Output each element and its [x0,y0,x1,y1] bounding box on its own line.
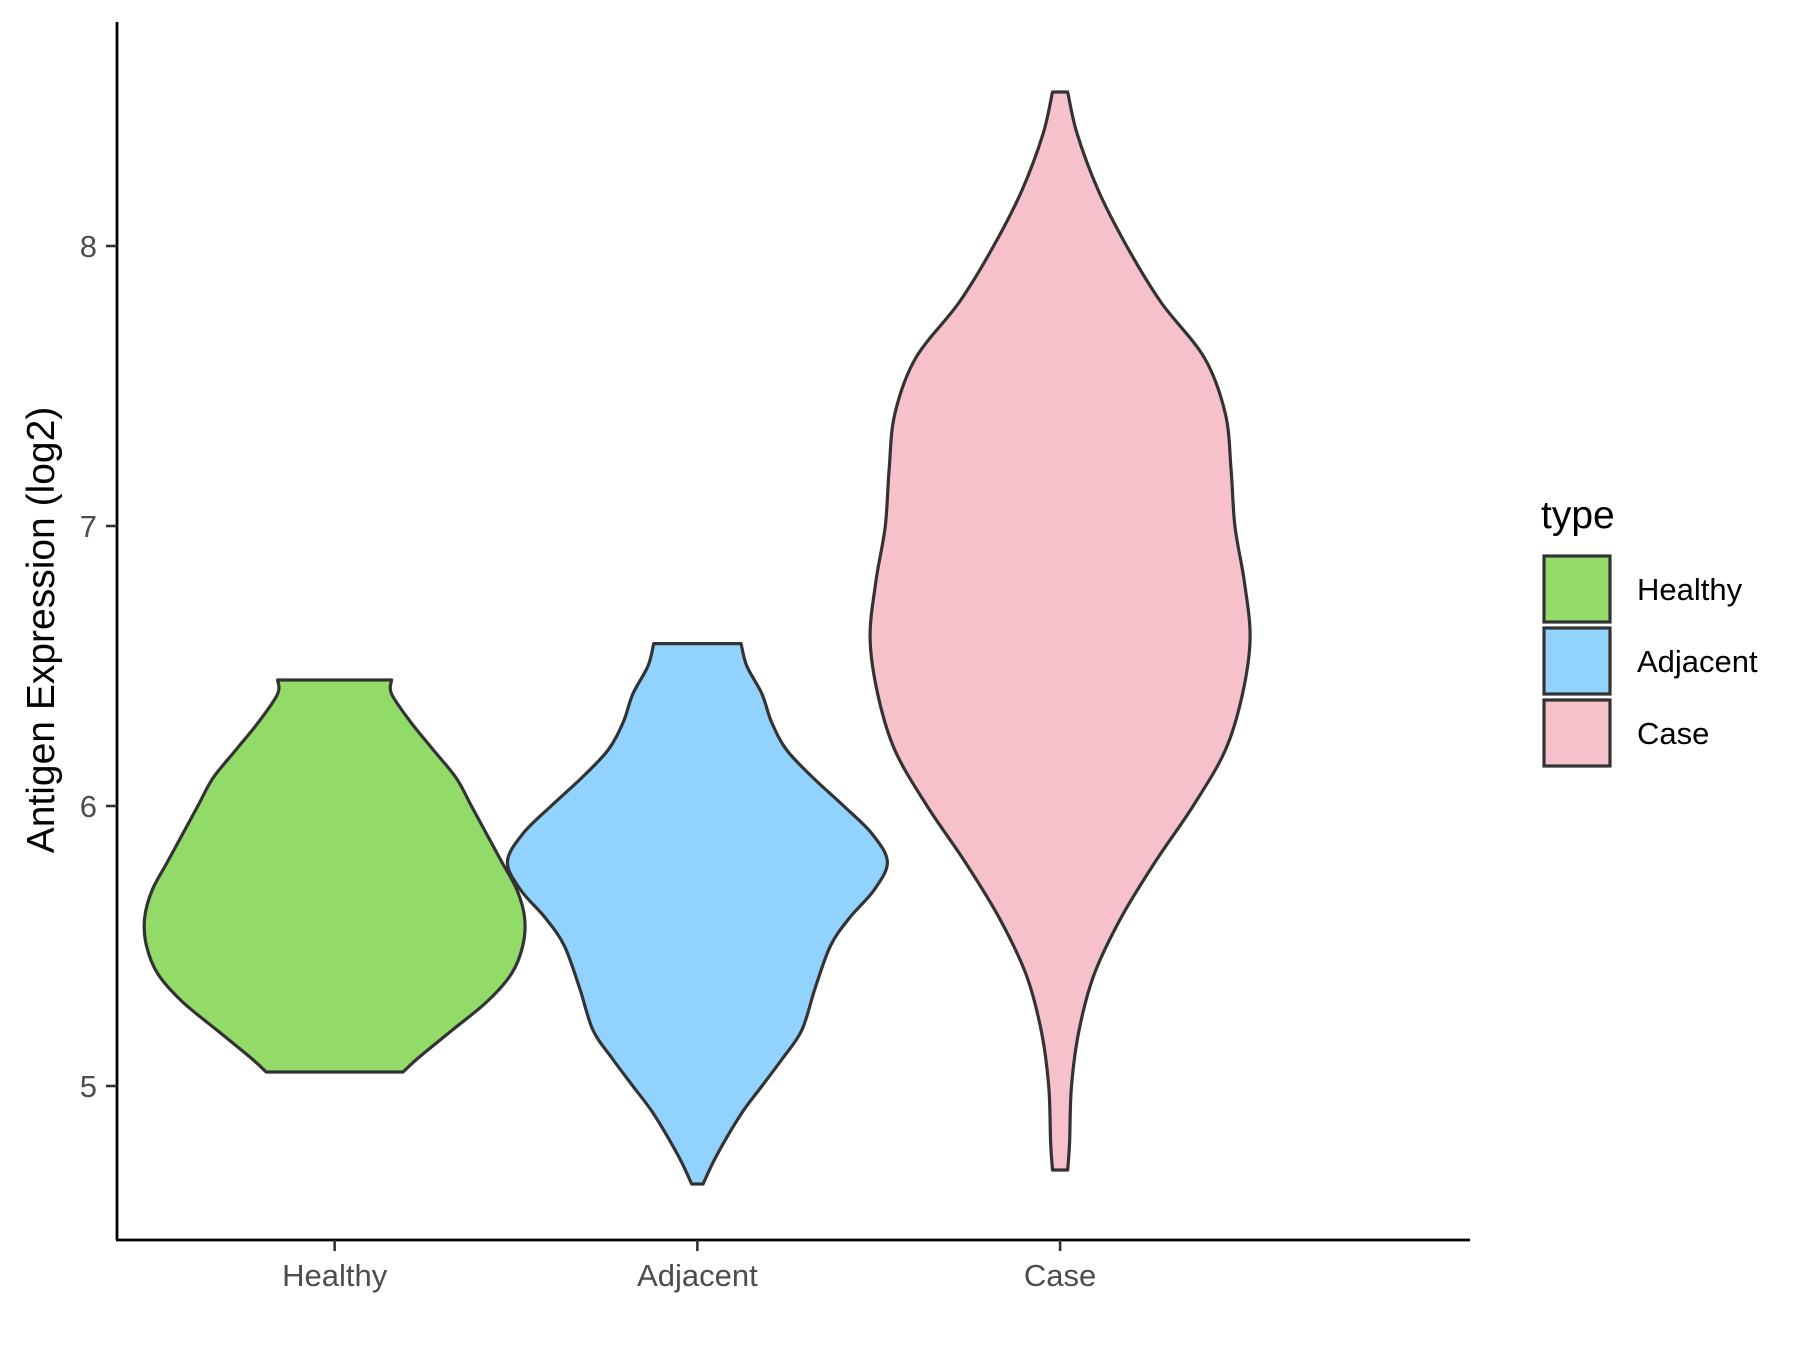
violin-adjacent [505,642,890,1186]
violins-layer [142,90,1252,1186]
legend: type Healthy Adjacent Case [1541,494,1758,768]
legend-label-healthy: Healthy [1637,572,1743,607]
y-axis-title: Antigen Expression (log2) [20,407,63,854]
violin-case [868,90,1252,1172]
legend-label-adjacent: Adjacent [1637,644,1758,679]
x-tick-label: Adjacent [637,1258,758,1293]
y-tick-label: 6 [80,789,97,824]
x-axis-ticks: Healthy Adjacent Case [282,1240,1096,1293]
y-tick-label: 8 [80,229,97,264]
violin-healthy [142,678,527,1074]
legend-label-case: Case [1637,716,1709,751]
y-tick-label: 5 [80,1069,97,1104]
legend-key-case [1542,698,1612,768]
legend-title: type [1541,494,1615,537]
legend-key-healthy [1542,554,1612,624]
x-tick-label: Case [1024,1258,1096,1293]
legend-key-adjacent [1542,626,1612,696]
x-tick-label: Healthy [282,1258,388,1293]
y-axis-ticks: 5 6 7 8 [80,229,117,1104]
y-tick-label: 7 [80,509,97,544]
